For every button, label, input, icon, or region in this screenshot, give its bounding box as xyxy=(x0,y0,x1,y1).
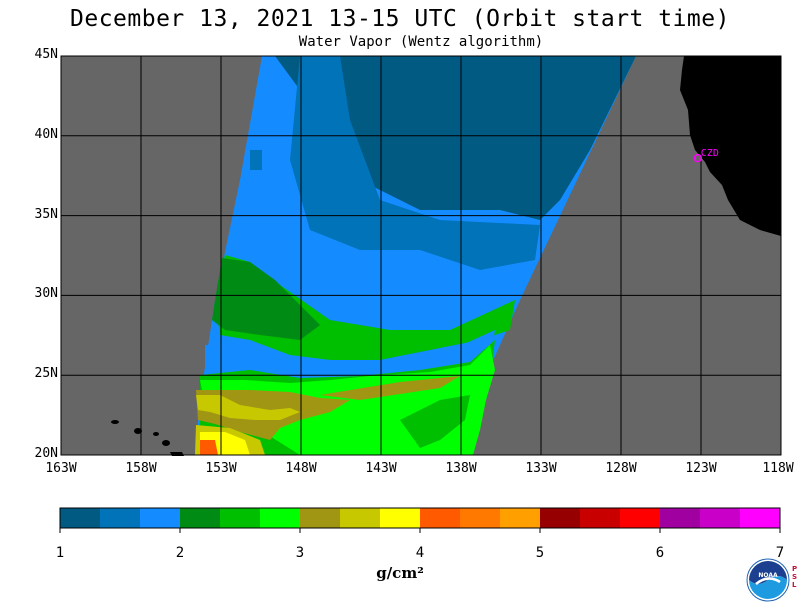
colorbar-swatch xyxy=(700,508,741,528)
longitude-label: 143W xyxy=(365,461,397,476)
colorbar-tick-label: 4 xyxy=(415,545,425,561)
land-mass xyxy=(680,56,781,236)
map-subtitle: Water Vapor (Wentz algorithm) xyxy=(298,34,544,50)
colorbar-swatch xyxy=(540,508,581,528)
graticule xyxy=(61,56,781,455)
colorbar-tick-label: 5 xyxy=(535,545,545,561)
longitude-label: 118W xyxy=(762,461,794,476)
longitude-label: 148W xyxy=(285,461,317,476)
colorbar-swatch xyxy=(260,508,301,528)
longitude-label: 163W xyxy=(45,461,77,476)
latitude-label: 30N xyxy=(34,286,58,302)
longitude-label: 138W xyxy=(445,461,477,476)
colorbar-swatch xyxy=(60,508,101,528)
colorbar-swatch xyxy=(660,508,701,528)
longitude-label: 153W xyxy=(205,461,237,476)
colorbar-tick-label: 2 xyxy=(175,545,185,561)
colorbar-swatch xyxy=(380,508,421,528)
colorbar-swatch xyxy=(420,508,461,528)
colorbar-swatch xyxy=(100,508,141,528)
colorbar-swatch xyxy=(500,508,541,528)
colorbar-swatch xyxy=(580,508,621,528)
map-title: December 13, 2021 13-15 UTC (Orbit start… xyxy=(70,6,730,32)
colorbar xyxy=(60,508,781,528)
colorbar-units: g/cm² xyxy=(376,564,424,582)
noaa-logo-icon: NOAA xyxy=(746,558,790,602)
station-marker: CZD xyxy=(693,148,719,163)
satellite-swath xyxy=(195,56,636,455)
colorbar-swatch xyxy=(460,508,501,528)
colorbar-swatch xyxy=(300,508,341,528)
colorbar-tick-label: 1 xyxy=(55,545,65,561)
map-frame xyxy=(60,55,782,456)
latitude-label: 35N xyxy=(34,206,58,222)
longitude-label: 123W xyxy=(685,461,717,476)
colorbar-swatch xyxy=(340,508,381,528)
colorbar-tick-label: 7 xyxy=(775,545,785,561)
longitude-label: 158W xyxy=(125,461,157,476)
colorbar-swatch xyxy=(140,508,181,528)
latitude-label: 20N xyxy=(34,446,58,461)
station-label: CZD xyxy=(701,148,719,159)
latitude-label: 45N xyxy=(34,47,58,62)
svg-text:NOAA: NOAA xyxy=(758,572,778,579)
colorbar-swatch xyxy=(220,508,261,528)
colorbar-swatch xyxy=(180,508,221,528)
colorbar-swatch xyxy=(620,508,661,528)
latitude-label: 40N xyxy=(34,126,58,142)
longitude-label: 128W xyxy=(605,461,637,476)
colorbar-tick-label: 3 xyxy=(295,545,305,561)
colorbar-tick-label: 6 xyxy=(655,545,665,561)
longitude-label: 133W xyxy=(525,461,557,476)
latitude-label: 25N xyxy=(34,366,58,382)
colorbar-swatch xyxy=(740,508,781,528)
